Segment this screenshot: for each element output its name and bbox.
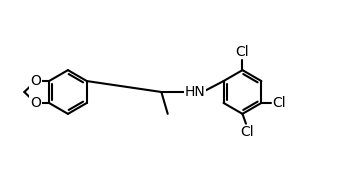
Text: O: O [30,96,41,110]
Text: HN: HN [184,85,205,99]
Text: Cl: Cl [240,125,253,139]
Text: Cl: Cl [236,45,249,59]
Text: O: O [30,74,41,88]
Text: Cl: Cl [272,96,286,110]
